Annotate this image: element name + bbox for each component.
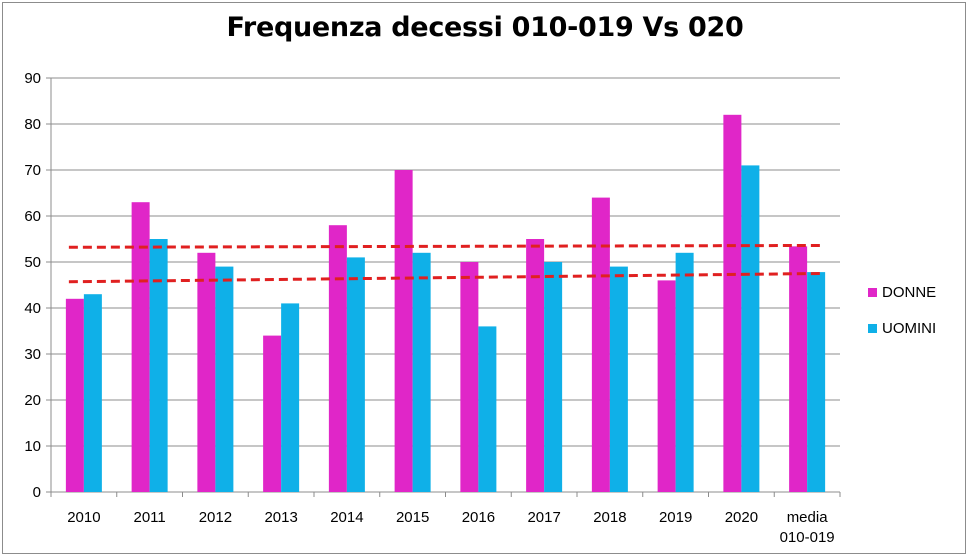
x-tick-label-7: 2017 xyxy=(527,509,560,526)
bar-uomini-7 xyxy=(544,262,563,492)
bar-uomini-8 xyxy=(609,266,628,492)
bar-uomini-10 xyxy=(741,165,760,492)
bar-uomini-3 xyxy=(281,303,300,492)
legend-label-donne: DONNE xyxy=(882,283,937,301)
bar-uomini-5 xyxy=(412,252,431,492)
legend-label-uomini: UOMINI xyxy=(882,319,937,337)
legend-swatch-donne xyxy=(868,287,877,297)
x-tick-label-6: 2016 xyxy=(462,509,495,526)
x-tick-label-1: 2011 xyxy=(133,509,165,526)
trendline-uomini xyxy=(68,272,821,284)
bar-uomini-1 xyxy=(149,239,168,492)
y-tick-label-0: 0 xyxy=(33,484,41,501)
chart-title: Frequenza decessi 010-019 Vs 020 xyxy=(226,12,744,43)
x-tick-label-4: 2014 xyxy=(330,509,363,526)
bar-donne-8 xyxy=(591,197,610,492)
y-tick-label-20: 20 xyxy=(24,392,41,409)
bar-uomini-2 xyxy=(215,266,234,492)
bar-uomini-9 xyxy=(675,252,694,492)
bar-donne-7 xyxy=(526,239,545,492)
bar-uomini-11 xyxy=(807,272,826,492)
x-tick-label-2: 2012 xyxy=(199,509,232,526)
legend: DONNE UOMINI xyxy=(868,282,936,354)
bar-donne-5 xyxy=(394,170,413,492)
y-tick-label-80: 80 xyxy=(24,116,41,133)
legend-swatch-uomini xyxy=(868,323,877,333)
x-tick-label-8: 2018 xyxy=(593,509,626,526)
y-tick-label-40: 40 xyxy=(24,300,41,317)
y-tick-label-70: 70 xyxy=(24,162,41,179)
legend-item-uomini: UOMINI xyxy=(868,318,936,338)
bar-donne-1 xyxy=(131,202,150,492)
bar-uomini-4 xyxy=(346,257,365,492)
y-tick-label-10: 10 xyxy=(24,438,41,455)
x-tick-label-10: 2020 xyxy=(725,509,758,526)
y-tick-label-60: 60 xyxy=(24,208,41,225)
x-tick-label-3: 2013 xyxy=(264,509,297,526)
bar-donne-11 xyxy=(789,246,808,492)
legend-item-donne: DONNE xyxy=(868,282,936,302)
bar-donne-4 xyxy=(328,225,347,492)
bar-donne-6 xyxy=(460,262,479,492)
y-tick-label-90: 90 xyxy=(24,70,41,87)
x-tick-label-9: 2019 xyxy=(659,509,692,526)
bar-donne-3 xyxy=(263,335,282,492)
bar-uomini-0 xyxy=(83,294,102,492)
bar-uomini-6 xyxy=(478,326,497,492)
y-tick-label-50: 50 xyxy=(24,254,41,271)
bar-donne-10 xyxy=(723,114,742,493)
bar-donne-2 xyxy=(197,252,216,492)
bar-donne-9 xyxy=(657,280,676,492)
bar-donne-0 xyxy=(65,298,84,492)
x-tick-label-0: 2010 xyxy=(67,509,100,526)
x-tick-label-11-1: 010-019 xyxy=(780,529,835,546)
trendline-donne xyxy=(68,243,821,249)
x-tick-label-5: 2015 xyxy=(396,509,429,526)
x-tick-label-11-0: media xyxy=(787,509,829,526)
y-tick-label-30: 30 xyxy=(24,346,41,363)
